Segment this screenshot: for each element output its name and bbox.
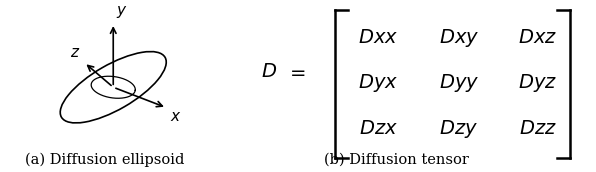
Ellipse shape (60, 52, 166, 123)
Text: $x$: $x$ (170, 110, 181, 124)
Text: $Dyy$: $Dyy$ (439, 72, 479, 94)
Text: $D$: $D$ (261, 63, 277, 81)
Text: $Dxz$: $Dxz$ (519, 29, 557, 47)
Text: $Dyz$: $Dyz$ (519, 72, 557, 94)
Text: $=$: $=$ (285, 63, 306, 81)
Text: $Dxy$: $Dxy$ (439, 27, 479, 49)
Text: (a) Diffusion ellipsoid: (a) Diffusion ellipsoid (24, 152, 184, 167)
Text: $Dzz$: $Dzz$ (519, 120, 557, 138)
Text: $Dzx$: $Dzx$ (359, 120, 398, 138)
Text: $Dzy$: $Dzy$ (439, 118, 479, 140)
Text: $z$: $z$ (70, 46, 81, 60)
Text: $y$: $y$ (116, 4, 128, 20)
Text: $Dxx$: $Dxx$ (358, 29, 398, 47)
Text: (b) Diffusion tensor: (b) Diffusion tensor (324, 153, 469, 167)
Text: $Dyx$: $Dyx$ (358, 72, 398, 94)
